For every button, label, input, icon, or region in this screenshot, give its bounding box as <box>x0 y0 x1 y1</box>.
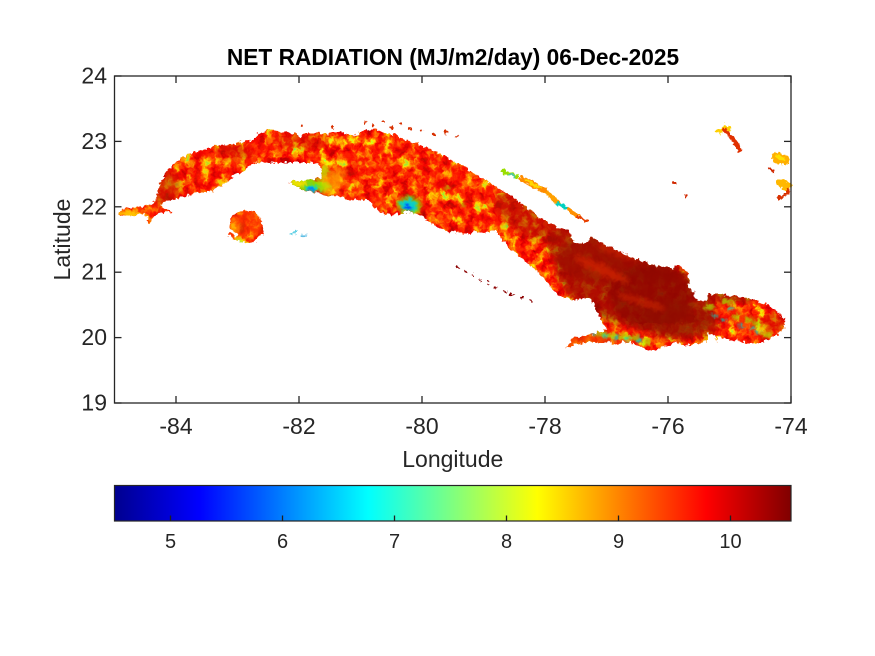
svg-text:7: 7 <box>389 531 400 553</box>
svg-text:8: 8 <box>501 531 512 553</box>
svg-text:-74: -74 <box>774 413 807 439</box>
svg-text:-76: -76 <box>651 413 684 439</box>
svg-text:Latitude: Latitude <box>49 199 75 281</box>
svg-text:22: 22 <box>81 193 107 219</box>
svg-text:Longitude: Longitude <box>402 446 503 472</box>
svg-text:23: 23 <box>81 128 107 154</box>
svg-text:6: 6 <box>277 531 288 553</box>
svg-text:NET RADIATION (MJ/m2/day) 06-D: NET RADIATION (MJ/m2/day) 06-Dec-2025 <box>227 44 679 70</box>
svg-text:21: 21 <box>81 259 107 285</box>
svg-text:-78: -78 <box>528 413 561 439</box>
svg-text:9: 9 <box>613 531 624 553</box>
svg-text:-84: -84 <box>159 413 192 439</box>
svg-text:-80: -80 <box>405 413 438 439</box>
svg-text:24: 24 <box>81 63 107 89</box>
svg-text:5: 5 <box>165 531 176 553</box>
svg-text:19: 19 <box>81 390 107 416</box>
svg-text:10: 10 <box>719 531 741 553</box>
svg-text:-82: -82 <box>282 413 315 439</box>
svg-text:20: 20 <box>81 324 107 350</box>
